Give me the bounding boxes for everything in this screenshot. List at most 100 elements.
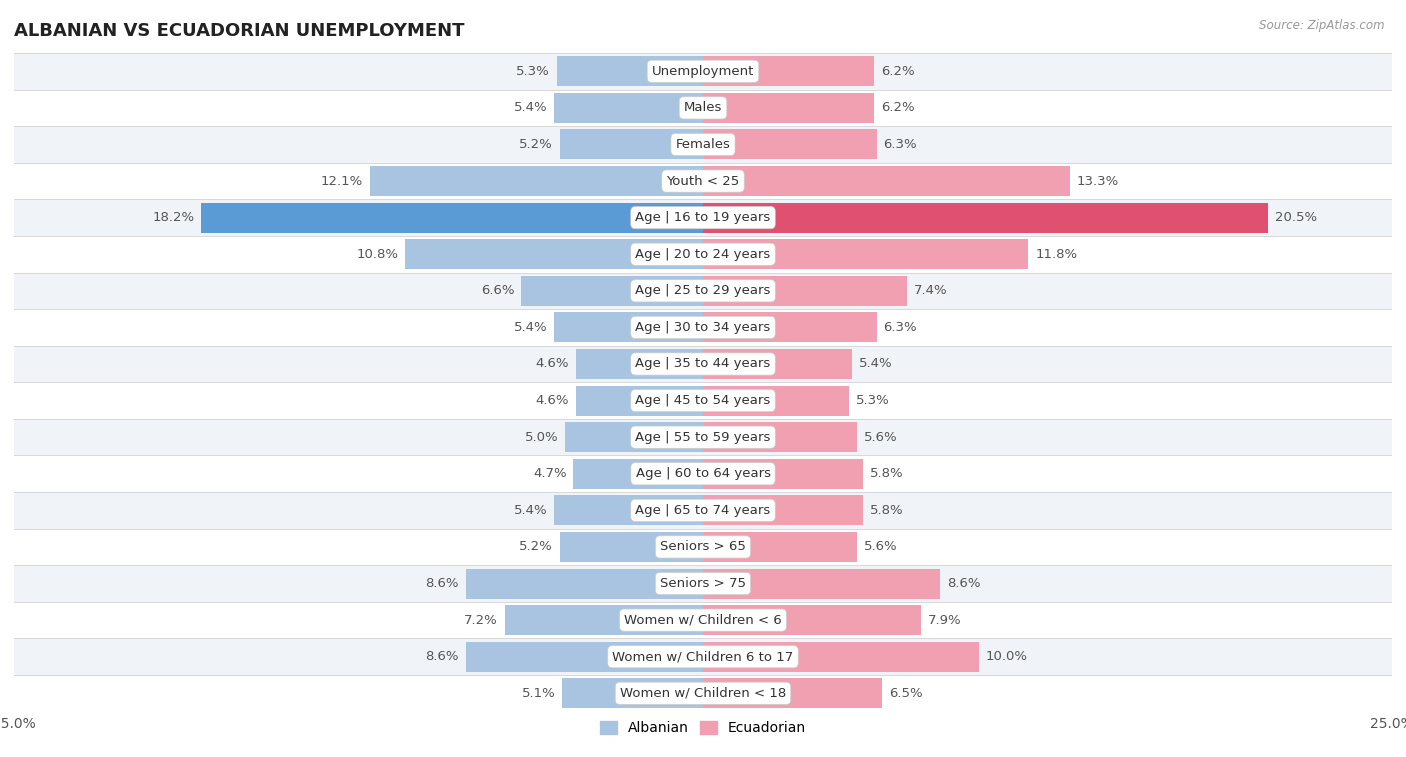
Bar	[703, 56, 875, 86]
Bar	[14, 456, 1392, 492]
Text: Age | 20 to 24 years: Age | 20 to 24 years	[636, 248, 770, 260]
Bar	[576, 385, 703, 416]
Text: Source: ZipAtlas.com: Source: ZipAtlas.com	[1260, 19, 1385, 32]
Text: Females: Females	[675, 138, 731, 151]
Text: 5.3%: 5.3%	[516, 65, 550, 78]
Bar	[703, 532, 858, 562]
Text: Age | 16 to 19 years: Age | 16 to 19 years	[636, 211, 770, 224]
Bar	[14, 273, 1392, 309]
Text: Unemployment: Unemployment	[652, 65, 754, 78]
Bar	[554, 313, 703, 342]
Text: Youth < 25: Youth < 25	[666, 175, 740, 188]
Text: 4.6%: 4.6%	[536, 394, 569, 407]
Text: 13.3%: 13.3%	[1077, 175, 1119, 188]
Bar	[703, 276, 907, 306]
Bar	[703, 313, 876, 342]
Bar	[14, 199, 1392, 236]
Bar	[703, 422, 858, 452]
Text: 5.6%: 5.6%	[865, 431, 898, 444]
Text: 5.0%: 5.0%	[524, 431, 558, 444]
Text: Males: Males	[683, 101, 723, 114]
Text: 5.4%: 5.4%	[513, 504, 547, 517]
Text: Age | 35 to 44 years: Age | 35 to 44 years	[636, 357, 770, 370]
Text: 6.2%: 6.2%	[880, 65, 914, 78]
Text: 20.5%: 20.5%	[1275, 211, 1317, 224]
Text: 6.3%: 6.3%	[883, 138, 917, 151]
Text: Women w/ Children < 18: Women w/ Children < 18	[620, 687, 786, 699]
Bar	[465, 569, 703, 599]
Bar	[703, 93, 875, 123]
Text: Seniors > 75: Seniors > 75	[659, 577, 747, 590]
Bar	[14, 382, 1392, 419]
Bar	[554, 93, 703, 123]
Bar	[703, 459, 863, 489]
Bar	[14, 163, 1392, 199]
Text: 8.6%: 8.6%	[946, 577, 980, 590]
Legend: Albanian, Ecuadorian: Albanian, Ecuadorian	[595, 716, 811, 741]
Text: 5.8%: 5.8%	[870, 467, 903, 480]
Bar	[703, 129, 876, 160]
Bar	[554, 495, 703, 525]
Text: 5.8%: 5.8%	[870, 504, 903, 517]
Bar	[703, 678, 882, 709]
Bar	[405, 239, 703, 269]
Text: 6.6%: 6.6%	[481, 285, 515, 298]
Text: Age | 45 to 54 years: Age | 45 to 54 years	[636, 394, 770, 407]
Bar	[14, 89, 1392, 126]
Text: 4.6%: 4.6%	[536, 357, 569, 370]
Text: 5.2%: 5.2%	[519, 540, 553, 553]
Bar	[703, 239, 1028, 269]
Text: 5.4%: 5.4%	[513, 321, 547, 334]
Text: ALBANIAN VS ECUADORIAN UNEMPLOYMENT: ALBANIAN VS ECUADORIAN UNEMPLOYMENT	[14, 22, 464, 40]
Text: 5.4%: 5.4%	[513, 101, 547, 114]
Bar	[14, 53, 1392, 89]
Bar	[560, 532, 703, 562]
Text: Seniors > 65: Seniors > 65	[659, 540, 747, 553]
Bar	[703, 385, 849, 416]
Text: Age | 55 to 59 years: Age | 55 to 59 years	[636, 431, 770, 444]
Text: Women w/ Children 6 to 17: Women w/ Children 6 to 17	[613, 650, 793, 663]
Text: 5.1%: 5.1%	[522, 687, 555, 699]
Text: 7.2%: 7.2%	[464, 614, 498, 627]
Text: 6.2%: 6.2%	[880, 101, 914, 114]
Bar	[703, 203, 1268, 232]
Text: 7.4%: 7.4%	[914, 285, 948, 298]
Bar	[565, 422, 703, 452]
Text: 12.1%: 12.1%	[321, 175, 363, 188]
Text: 10.0%: 10.0%	[986, 650, 1028, 663]
Text: 8.6%: 8.6%	[426, 577, 460, 590]
Bar	[14, 565, 1392, 602]
Bar	[201, 203, 703, 232]
Text: Age | 60 to 64 years: Age | 60 to 64 years	[636, 467, 770, 480]
Bar	[560, 129, 703, 160]
Bar	[14, 528, 1392, 565]
Text: Age | 65 to 74 years: Age | 65 to 74 years	[636, 504, 770, 517]
Bar	[14, 419, 1392, 456]
Bar	[703, 349, 852, 379]
Text: 7.9%: 7.9%	[928, 614, 962, 627]
Text: 4.7%: 4.7%	[533, 467, 567, 480]
Bar	[703, 569, 941, 599]
Text: 5.4%: 5.4%	[859, 357, 893, 370]
Bar	[14, 492, 1392, 528]
Text: 5.3%: 5.3%	[856, 394, 890, 407]
Bar	[557, 56, 703, 86]
Text: 11.8%: 11.8%	[1035, 248, 1077, 260]
Text: 5.2%: 5.2%	[519, 138, 553, 151]
Bar	[465, 642, 703, 671]
Bar	[574, 459, 703, 489]
Bar	[14, 638, 1392, 675]
Text: 6.3%: 6.3%	[883, 321, 917, 334]
Bar	[703, 642, 979, 671]
Text: Age | 25 to 29 years: Age | 25 to 29 years	[636, 285, 770, 298]
Bar	[14, 309, 1392, 346]
Text: 8.6%: 8.6%	[426, 650, 460, 663]
Bar	[370, 166, 703, 196]
Text: 18.2%: 18.2%	[152, 211, 194, 224]
Text: Age | 30 to 34 years: Age | 30 to 34 years	[636, 321, 770, 334]
Bar	[14, 236, 1392, 273]
Bar	[14, 675, 1392, 712]
Bar	[505, 605, 703, 635]
Text: 10.8%: 10.8%	[357, 248, 398, 260]
Text: Women w/ Children < 6: Women w/ Children < 6	[624, 614, 782, 627]
